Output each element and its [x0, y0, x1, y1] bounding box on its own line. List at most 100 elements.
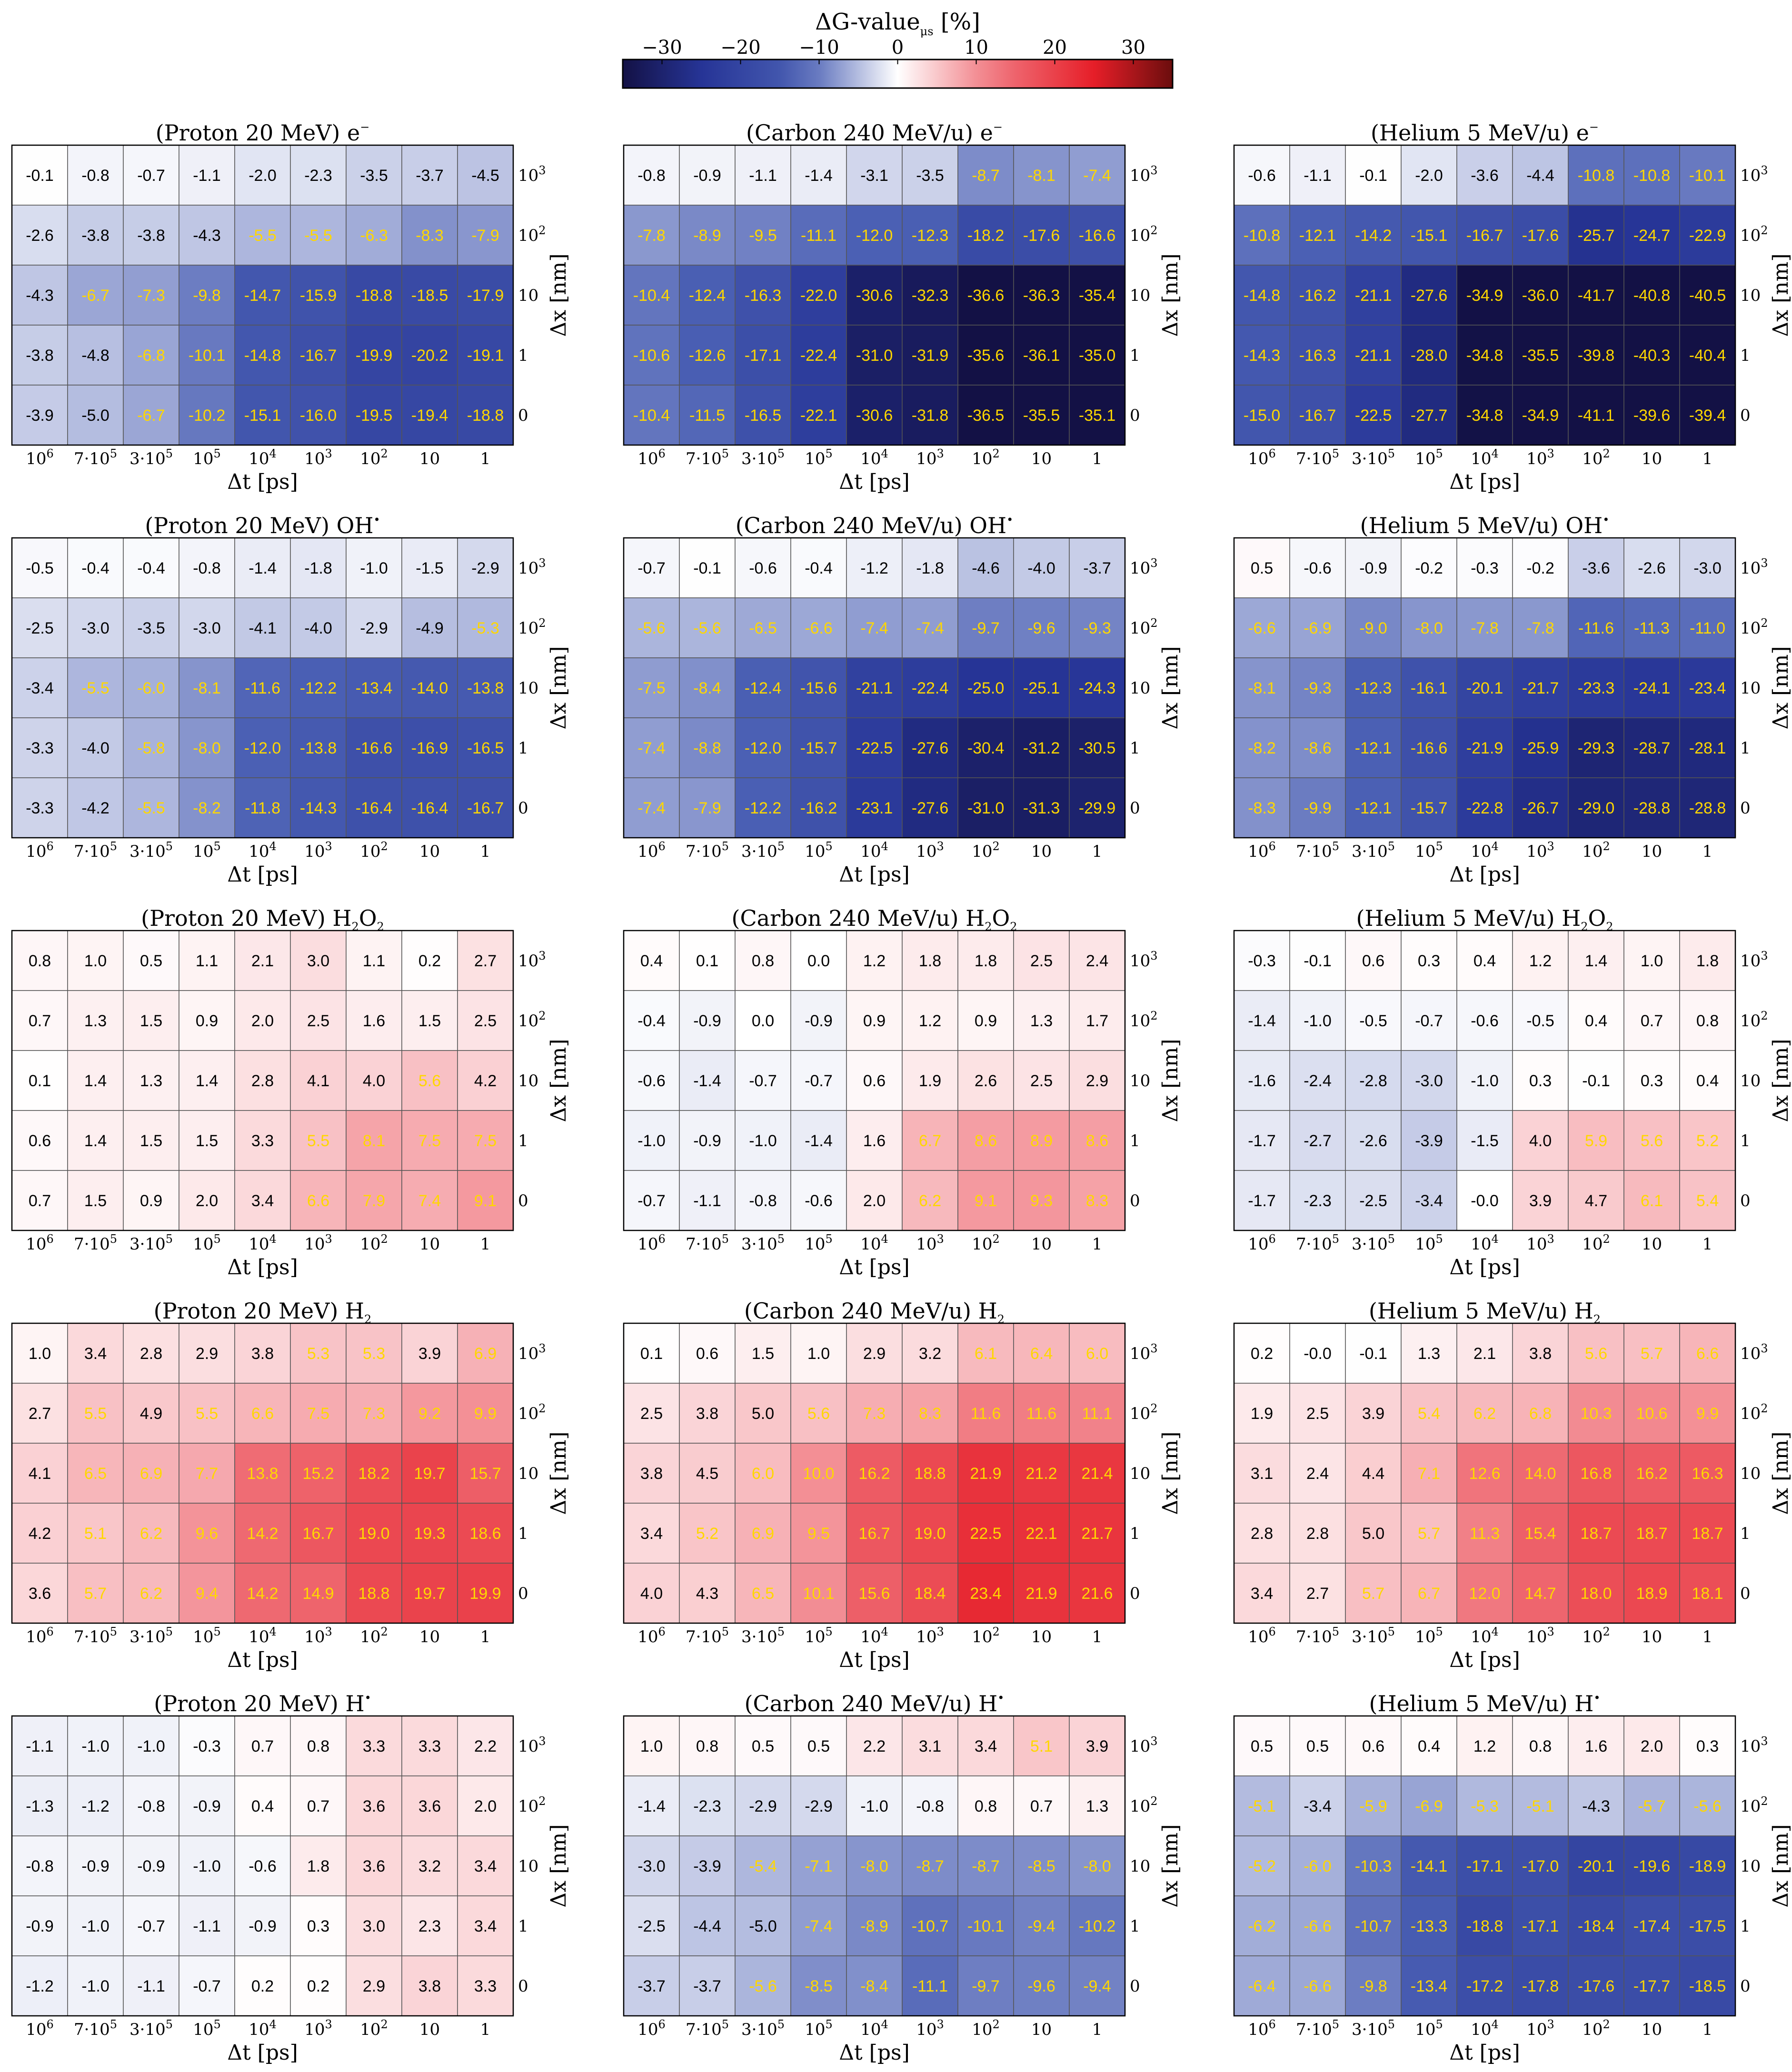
cell-value-label: -8.0	[860, 1857, 888, 1875]
heatmap-cell	[1456, 1503, 1513, 1564]
cell-value-label: 19.9	[469, 1585, 501, 1603]
colorbar-tick-label: −20	[720, 37, 760, 59]
y-tick-label: 10	[518, 286, 538, 305]
cell-value-label: 8.9	[1030, 1132, 1053, 1150]
y-tick-label: 102	[1740, 224, 1768, 245]
heatmap-cell	[902, 385, 958, 446]
cell-value-label: 1.3	[84, 1012, 107, 1030]
cell-value-label: -16.5	[745, 406, 782, 425]
heatmap-cell	[1234, 1563, 1290, 1624]
cell-value-label: 3.1	[919, 1737, 941, 1755]
heatmap-cell	[1234, 1110, 1290, 1171]
heatmap-cell	[67, 205, 124, 266]
cell-value-label: -34.9	[1466, 287, 1503, 305]
cell-value-label: -0.6	[749, 559, 777, 577]
cell-value-label: -9.8	[1359, 1977, 1387, 1995]
cell-value-label: 0.5	[1306, 1737, 1329, 1755]
heatmap-cell	[790, 1323, 847, 1384]
cell-value-label: -0.1	[1304, 952, 1332, 970]
cell-value-label: -4.0	[1027, 559, 1055, 577]
heatmap-cell	[1512, 990, 1569, 1051]
cell-value-label: -1.4	[1248, 1012, 1276, 1030]
cell-value-label: -0.9	[249, 1917, 277, 1935]
cell-value-label: -1.1	[193, 167, 221, 185]
heatmap-cell	[67, 265, 124, 326]
panel-title: (Helium 5 MeV/u) H2O2	[1356, 905, 1613, 933]
x-tick-label: 104	[1471, 1625, 1499, 1646]
x-tick-label: 3·105	[129, 840, 173, 861]
x-tick-label: 1	[1092, 449, 1103, 468]
cell-value-label: -16.2	[1299, 287, 1336, 305]
cell-value-label: -35.6	[967, 347, 1005, 365]
cell-value-label: 11.6	[971, 1405, 1001, 1423]
heatmap-cell	[67, 930, 124, 991]
y-tick-label: 103	[1740, 164, 1768, 185]
cell-value-label: 0.6	[696, 1345, 718, 1363]
heatmap-cell	[457, 1170, 514, 1231]
y-tick-label: 10	[518, 1071, 538, 1091]
heatmap-cell	[11, 205, 68, 266]
cell-value-label: -8.2	[1248, 739, 1276, 757]
cell-value-label: -5.9	[1359, 1797, 1387, 1815]
cell-value-label: 3.6	[363, 1797, 385, 1815]
cell-value-label: -0.8	[637, 167, 666, 185]
heatmap-cell	[401, 657, 458, 718]
cell-value-label: 5.5	[84, 1405, 107, 1423]
cell-value-label: -8.0	[1415, 619, 1443, 637]
heatmap-cell	[1568, 265, 1624, 326]
heatmap-cell	[1013, 1110, 1070, 1171]
cell-value-label: 6.5	[752, 1585, 774, 1603]
cell-value-label: 1.4	[84, 1072, 107, 1090]
x-tick-label: 105	[1415, 840, 1443, 861]
heatmap-cell	[1512, 1323, 1569, 1384]
cell-value-label: -0.0	[1471, 1192, 1499, 1210]
heatmap-panel: (Carbon 240 MeV/u) e− -0.8 -0.9 -1.1 -1.4 -3.…	[623, 120, 1183, 494]
cell-value-label: -16.7	[1299, 406, 1336, 425]
x-tick-label: 106	[26, 447, 54, 468]
panel-frame	[1233, 1715, 1736, 2017]
heatmap-cell	[1679, 205, 1736, 266]
cell-value-label: 1.7	[1086, 1012, 1108, 1030]
heatmap-cell	[123, 657, 179, 718]
cell-value-label: -10.4	[633, 406, 670, 425]
y-tick-label: 0	[1130, 406, 1140, 425]
heatmap-cell	[679, 385, 736, 446]
y-tick-label: 102	[1740, 1794, 1768, 1816]
x-tick-label: 102	[1582, 447, 1610, 468]
cell-value-label: 0.9	[140, 1192, 162, 1210]
heatmap-cell	[679, 1503, 736, 1564]
heatmap-cell	[11, 1050, 68, 1111]
cell-value-label: -5.6	[693, 619, 721, 637]
cell-value-label: -12.0	[244, 739, 281, 757]
heatmap-cell	[735, 777, 791, 838]
cell-value-label: -22.4	[912, 679, 949, 697]
cell-value-label: 0.9	[975, 1012, 997, 1030]
heatmap-cell	[401, 717, 458, 778]
cell-value-label: -9.3	[1083, 619, 1111, 637]
y-tick-label: 103	[1130, 949, 1158, 971]
heatmap-cell	[679, 717, 736, 778]
heatmap-cell	[67, 717, 124, 778]
cell-value-label: -3.4	[1415, 1192, 1443, 1210]
panel-frame	[1233, 144, 1736, 446]
cell-value-label: -0.3	[1248, 952, 1276, 970]
heatmap-cell	[1456, 1170, 1513, 1231]
heatmap-cell	[457, 1050, 514, 1111]
cell-value-label: -22.0	[800, 287, 837, 305]
heatmap-cell	[1345, 990, 1402, 1051]
y-tick-label: 1	[1740, 1524, 1751, 1543]
cell-value-label: -7.4	[637, 799, 666, 817]
cell-value-label: -10.8	[1633, 167, 1671, 185]
heatmap-cell	[234, 1775, 291, 1836]
cell-value-label: -14.0	[411, 679, 448, 697]
panel-title: (Proton 20 MeV) H2O2	[141, 905, 384, 933]
heatmap-cell	[346, 717, 402, 778]
heatmap-cell	[457, 205, 514, 266]
cell-value-label: -5.0	[81, 406, 110, 425]
heatmap-cell	[846, 1050, 903, 1111]
cell-value-label: 3.0	[307, 952, 329, 970]
heatmap-cell	[123, 1775, 179, 1836]
cell-value-label: 5.3	[363, 1345, 385, 1363]
cell-value-label: -18.2	[967, 227, 1005, 245]
heatmap-cell	[457, 717, 514, 778]
